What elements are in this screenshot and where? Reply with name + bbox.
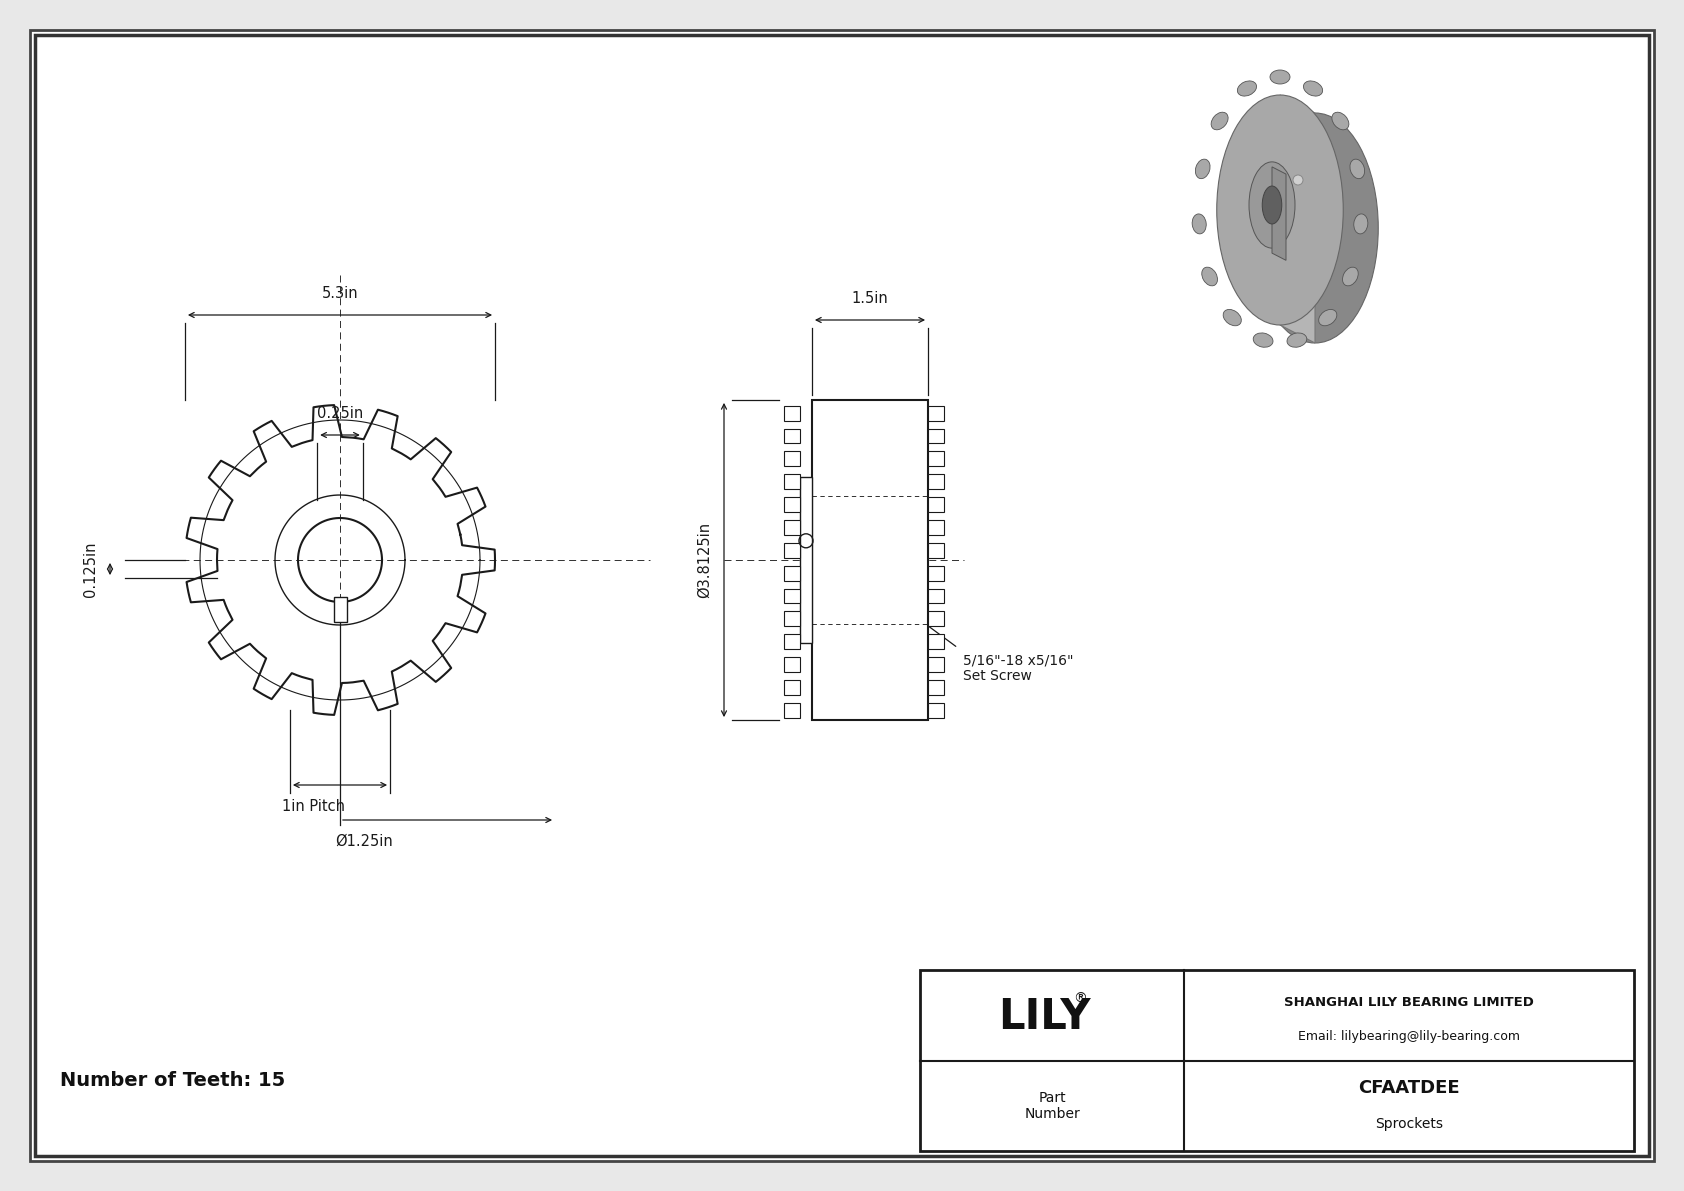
Bar xyxy=(928,680,945,694)
Ellipse shape xyxy=(1332,112,1349,130)
Text: Email: lilybearing@lily-bearing.com: Email: lilybearing@lily-bearing.com xyxy=(1298,1030,1521,1043)
Text: LILY: LILY xyxy=(999,996,1090,1039)
Ellipse shape xyxy=(1354,214,1367,233)
Bar xyxy=(928,543,945,557)
Ellipse shape xyxy=(1303,81,1322,96)
Polygon shape xyxy=(1271,167,1287,261)
Bar xyxy=(785,543,800,557)
Ellipse shape xyxy=(1192,214,1206,233)
Ellipse shape xyxy=(1263,186,1282,224)
Bar xyxy=(928,611,945,626)
Text: Part
Number: Part Number xyxy=(1024,1091,1079,1121)
Bar xyxy=(812,400,928,721)
Ellipse shape xyxy=(1238,81,1256,96)
Ellipse shape xyxy=(1251,113,1378,343)
Bar xyxy=(928,451,945,467)
Text: 0.125in: 0.125in xyxy=(83,541,98,597)
Bar xyxy=(928,635,945,649)
Text: CFAATDEE: CFAATDEE xyxy=(1359,1079,1460,1097)
Ellipse shape xyxy=(1196,160,1211,179)
Bar xyxy=(928,474,945,490)
Ellipse shape xyxy=(1270,70,1290,85)
Ellipse shape xyxy=(1342,267,1359,286)
Ellipse shape xyxy=(1211,112,1228,130)
Ellipse shape xyxy=(1319,310,1337,326)
Bar xyxy=(785,657,800,672)
Ellipse shape xyxy=(1287,333,1307,348)
Text: 1.5in: 1.5in xyxy=(852,291,889,306)
Ellipse shape xyxy=(1218,95,1344,325)
Bar xyxy=(785,474,800,490)
Bar xyxy=(800,476,812,643)
Bar xyxy=(785,680,800,694)
Bar xyxy=(785,520,800,535)
Bar xyxy=(928,566,945,580)
Text: SHANGHAI LILY BEARING LIMITED: SHANGHAI LILY BEARING LIMITED xyxy=(1285,996,1534,1009)
Ellipse shape xyxy=(1351,160,1364,179)
Bar xyxy=(333,597,347,622)
Bar xyxy=(785,635,800,649)
Bar xyxy=(785,566,800,580)
Bar xyxy=(919,969,1633,1151)
Text: ®: ® xyxy=(1073,992,1088,1006)
Bar xyxy=(785,703,800,718)
Text: Ø1.25in: Ø1.25in xyxy=(335,834,392,849)
Ellipse shape xyxy=(1223,310,1241,326)
Text: Ø3.8125in: Ø3.8125in xyxy=(697,522,712,598)
Bar xyxy=(928,588,945,604)
Text: 1in Pitch: 1in Pitch xyxy=(281,799,345,813)
Ellipse shape xyxy=(1250,162,1295,248)
Circle shape xyxy=(1293,175,1303,185)
Bar xyxy=(928,520,945,535)
Bar xyxy=(928,497,945,512)
Bar xyxy=(785,451,800,467)
Bar xyxy=(785,406,800,420)
Text: 5/16"-18 x5/16"
Set Screw: 5/16"-18 x5/16" Set Screw xyxy=(963,653,1073,684)
Bar xyxy=(928,657,945,672)
Bar xyxy=(785,588,800,604)
Bar xyxy=(928,703,945,718)
Bar xyxy=(785,429,800,443)
Bar xyxy=(928,406,945,420)
Polygon shape xyxy=(1280,95,1315,343)
Text: Number of Teeth: 15: Number of Teeth: 15 xyxy=(61,1071,285,1090)
Text: 0.25in: 0.25in xyxy=(317,406,364,420)
Text: 5.3in: 5.3in xyxy=(322,286,359,301)
Bar xyxy=(785,497,800,512)
Text: Sprockets: Sprockets xyxy=(1376,1117,1443,1130)
Bar xyxy=(928,429,945,443)
Ellipse shape xyxy=(1202,267,1218,286)
Bar xyxy=(785,611,800,626)
Ellipse shape xyxy=(1253,333,1273,348)
